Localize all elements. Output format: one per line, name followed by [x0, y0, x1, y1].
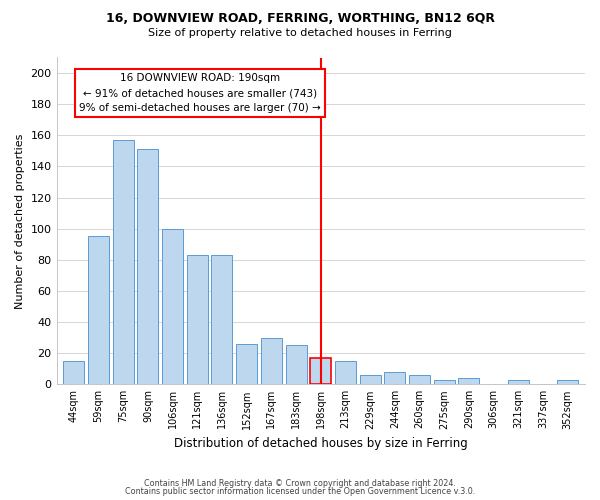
Text: 16, DOWNVIEW ROAD, FERRING, WORTHING, BN12 6QR: 16, DOWNVIEW ROAD, FERRING, WORTHING, BN… [106, 12, 494, 26]
Bar [113, 140, 134, 384]
Bar [211, 255, 232, 384]
Bar [557, 380, 578, 384]
Bar [236, 344, 257, 385]
Bar [64, 361, 85, 384]
Text: Size of property relative to detached houses in Ferring: Size of property relative to detached ho… [148, 28, 452, 38]
Bar [385, 372, 406, 384]
Bar [458, 378, 479, 384]
Bar [261, 338, 282, 384]
Bar [162, 228, 183, 384]
Bar [286, 346, 307, 385]
Bar [88, 236, 109, 384]
Text: Contains public sector information licensed under the Open Government Licence v.: Contains public sector information licen… [125, 487, 475, 496]
Bar [335, 361, 356, 384]
Text: Contains HM Land Registry data © Crown copyright and database right 2024.: Contains HM Land Registry data © Crown c… [144, 478, 456, 488]
Text: 16 DOWNVIEW ROAD: 190sqm
← 91% of detached houses are smaller (743)
9% of semi-d: 16 DOWNVIEW ROAD: 190sqm ← 91% of detach… [79, 74, 320, 113]
Bar [508, 380, 529, 384]
Bar [137, 150, 158, 384]
Bar [434, 380, 455, 384]
Y-axis label: Number of detached properties: Number of detached properties [15, 133, 25, 308]
Bar [310, 358, 331, 384]
Bar [409, 375, 430, 384]
Bar [359, 375, 380, 384]
Bar [187, 255, 208, 384]
X-axis label: Distribution of detached houses by size in Ferring: Distribution of detached houses by size … [174, 437, 467, 450]
